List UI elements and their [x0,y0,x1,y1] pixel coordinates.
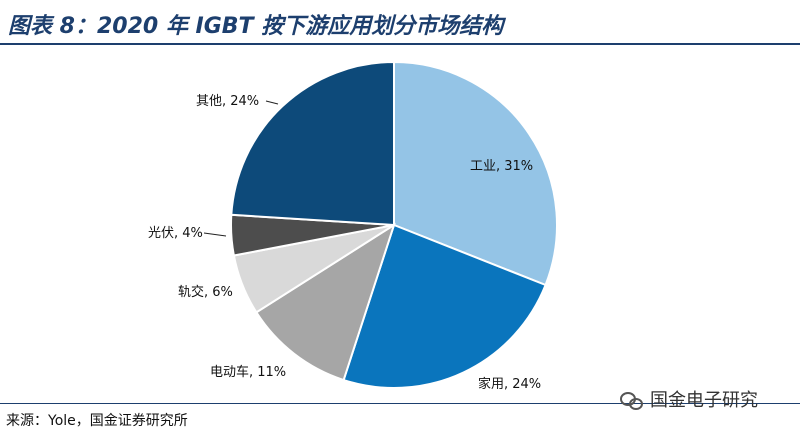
pie-slice-3 [254,222,396,382]
pie-slice-1 [393,60,558,287]
slice-label-2: 家用, 24% [478,376,541,392]
slice-label-4: 轨交, 6% [178,284,233,300]
slice-label-1: 工业, 31% [470,159,533,174]
watermark-text: 国金电子研究 [650,390,758,411]
leader-lines [203,100,279,237]
pie-slice-2 [342,223,547,389]
pie-slice-6 [230,60,395,227]
slice-label-6: 其他, 24% [196,94,259,109]
chart-title: 图表 8：2020 年 IGBT 按下游应用划分市场结构 [8,14,504,39]
leader-line-6 [265,100,279,105]
source-note: 来源：Yole，国金证券研究所 [6,413,188,429]
title-divider [0,43,800,45]
slice-label-5: 光伏, 4% [148,226,203,241]
leader-line-5 [203,232,227,237]
wechat-icon [620,390,643,410]
slice-labels: 工业, 31% 家用, 24% 电动车, 11% 轨交, 6% 光伏, 4% 其他, 24… [148,94,541,392]
pie-slices [230,60,558,389]
footer-divider [0,403,800,404]
watermark: 国金电子研究 [620,386,758,412]
slice-label-3: 电动车, 11% [210,364,286,380]
